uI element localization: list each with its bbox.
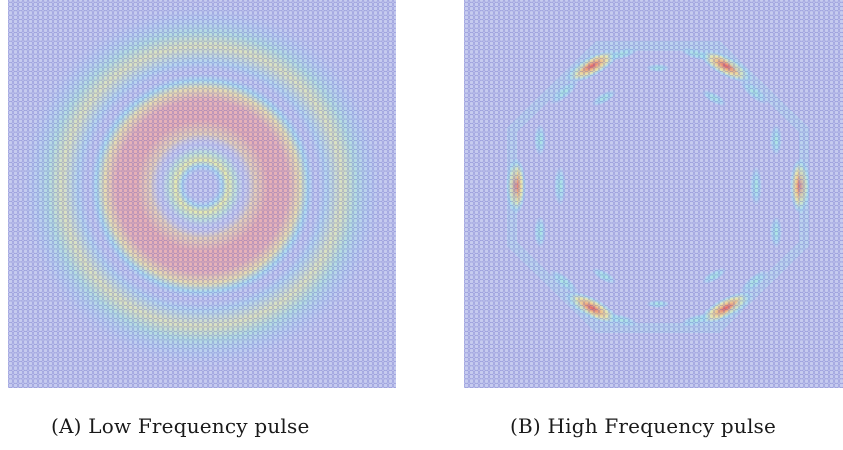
caption-low-frequency: (A) Low Frequency pulse [51,414,310,438]
caption-high-frequency: (B) High Frequency pulse [510,414,776,438]
caption-label-a: (A) [51,414,82,438]
low-frequency-pulse-plot [8,0,396,388]
caption-text-a: Low Frequency pulse [88,414,310,438]
low-frequency-pulse-svg [8,0,396,388]
high-frequency-pulse-plot [464,0,843,388]
hexagonal-lattice-mesh [464,0,843,388]
hexagonal-lattice-mesh [8,0,396,388]
caption-label-b: (B) [510,414,541,438]
caption-text-b: High Frequency pulse [547,414,777,438]
high-frequency-pulse-svg [464,0,843,388]
